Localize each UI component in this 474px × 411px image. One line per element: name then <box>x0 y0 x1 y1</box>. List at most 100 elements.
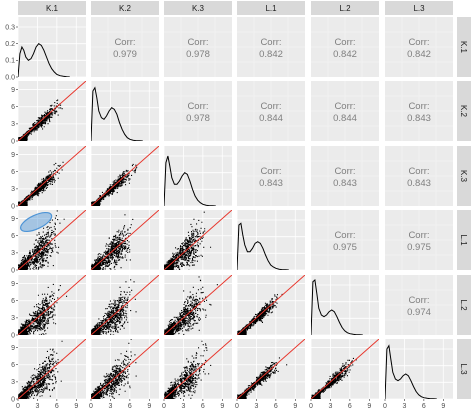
panel-background <box>385 339 453 399</box>
x-tick-label: 9 <box>293 403 297 410</box>
corr-label: Corr: <box>114 37 135 48</box>
scatter-points <box>164 276 218 335</box>
scatter-points <box>91 279 137 335</box>
density-curve-l-2 <box>311 279 363 335</box>
column-strip-k-3: K.3 <box>164 1 232 15</box>
y-tick-label: 6 <box>11 362 15 369</box>
scatter-points <box>91 339 137 399</box>
panel-l1-k3 <box>163 210 232 271</box>
column-strip-label: L.1 <box>265 4 277 13</box>
y-tick-label: 9 <box>11 345 15 352</box>
panel-l1-l1 <box>236 210 305 271</box>
x-tick-label: 9 <box>220 403 224 410</box>
corr-label: Corr: <box>187 37 208 48</box>
panel-l3-k3: 0 3 6 9 <box>162 339 232 410</box>
x-tick-label: 6 <box>128 403 132 410</box>
density-curve-l-3 <box>385 344 437 399</box>
scatter-points <box>18 210 65 270</box>
corr-label: Corr: <box>260 101 281 112</box>
column-strip-label: K.1 <box>46 4 59 13</box>
panel-k3-k2 <box>90 146 159 207</box>
x-tick-label: 0 <box>16 403 20 410</box>
reference-line <box>91 275 159 335</box>
panel-background <box>237 210 305 270</box>
reference-line <box>237 339 305 399</box>
panel-l1-l3: Corr:0.975 <box>385 210 453 270</box>
corr-value: 0.843 <box>259 178 283 189</box>
reference-line <box>18 275 86 335</box>
corr-value: 0.842 <box>333 49 357 60</box>
panel-l2-k2 <box>90 275 159 336</box>
corr-label: Corr: <box>408 37 429 48</box>
column-strip-l-2: L.2 <box>311 1 379 15</box>
x-tick-label: 3 <box>108 403 112 410</box>
corr-value: 0.844 <box>333 113 357 124</box>
corr-value: 0.975 <box>333 242 357 253</box>
reference-line <box>91 210 159 270</box>
x-tick-label: 9 <box>441 403 445 410</box>
panel-background <box>18 17 86 77</box>
reference-line <box>91 339 159 399</box>
panel-background <box>164 146 232 206</box>
y-tick-label: 9 <box>11 87 15 94</box>
scatter-points <box>237 357 288 399</box>
panel-k1-l3: Corr:0.842 <box>385 17 453 77</box>
y-tick-label: 3 <box>11 186 15 193</box>
y-tick-label: 0.2 <box>5 41 15 48</box>
corr-label: Corr: <box>408 166 429 177</box>
scatter-points <box>91 214 134 270</box>
reference-line <box>18 81 86 141</box>
x-tick-label: 6 <box>274 403 278 410</box>
x-tick-label: 3 <box>35 403 39 410</box>
reference-line <box>164 275 232 335</box>
scatter-points <box>18 340 63 399</box>
corr-value: 0.844 <box>259 113 283 124</box>
y-tick-label: 3 <box>11 250 15 257</box>
y-tick-label: 0 <box>11 203 15 210</box>
panel-k1-l1: Corr:0.842 <box>237 17 305 77</box>
reference-line <box>18 339 86 399</box>
panel-k2-k3: Corr:0.978 <box>164 81 232 141</box>
y-tick-label: 6 <box>11 169 15 176</box>
x-tick-label: 0 <box>309 403 313 410</box>
column-strip-label: K.2 <box>119 4 132 13</box>
row-strip-label: L.1 <box>459 234 468 246</box>
x-tick-label: 0 <box>235 403 239 410</box>
reference-line <box>311 339 379 399</box>
y-tick-label: 0 <box>11 332 15 339</box>
density-curve-l-1 <box>237 222 289 270</box>
y-tick-label: 0 <box>11 396 15 403</box>
row-strip-label: K.2 <box>459 105 468 118</box>
corr-label: Corr: <box>334 230 355 241</box>
panel-k1-l2: Corr:0.842 <box>311 17 379 77</box>
panel-l3-l1: 0 3 6 9 <box>235 339 305 410</box>
panel-l3-k1: 0 3 6 9 0 3 6 9 <box>11 339 86 410</box>
x-tick-label: 9 <box>74 403 78 410</box>
panel-l2-l2 <box>310 275 379 336</box>
corr-label: Corr: <box>260 166 281 177</box>
x-tick-label: 6 <box>55 403 59 410</box>
corr-label: Corr: <box>408 230 429 241</box>
scatter-points <box>164 211 212 270</box>
panel-l1-k1: 0 3 6 9 <box>11 210 86 274</box>
y-tick-label: 6 <box>11 104 15 111</box>
reference-line <box>237 275 305 335</box>
column-strip-label: K.3 <box>192 4 205 13</box>
panel-l3-k2: 0 3 6 9 <box>89 339 159 410</box>
corr-label: Corr: <box>334 166 355 177</box>
panel-k3-l1: Corr:0.843 <box>237 146 305 206</box>
row-strip-k-1: K.1 <box>457 17 471 77</box>
x-tick-label: 3 <box>181 403 185 410</box>
x-tick-label: 0 <box>162 403 166 410</box>
x-tick-label: 6 <box>348 403 352 410</box>
column-strip-k-2: K.2 <box>91 1 159 15</box>
y-tick-label: 3 <box>11 379 15 386</box>
density-curve-k-2 <box>91 86 143 141</box>
corr-value: 0.843 <box>407 178 431 189</box>
x-tick-label: 3 <box>328 403 332 410</box>
corr-value: 0.842 <box>259 49 283 60</box>
density-curve-k-1 <box>18 43 70 77</box>
scatter-points <box>18 283 68 335</box>
panel-l1-k2 <box>90 210 159 271</box>
